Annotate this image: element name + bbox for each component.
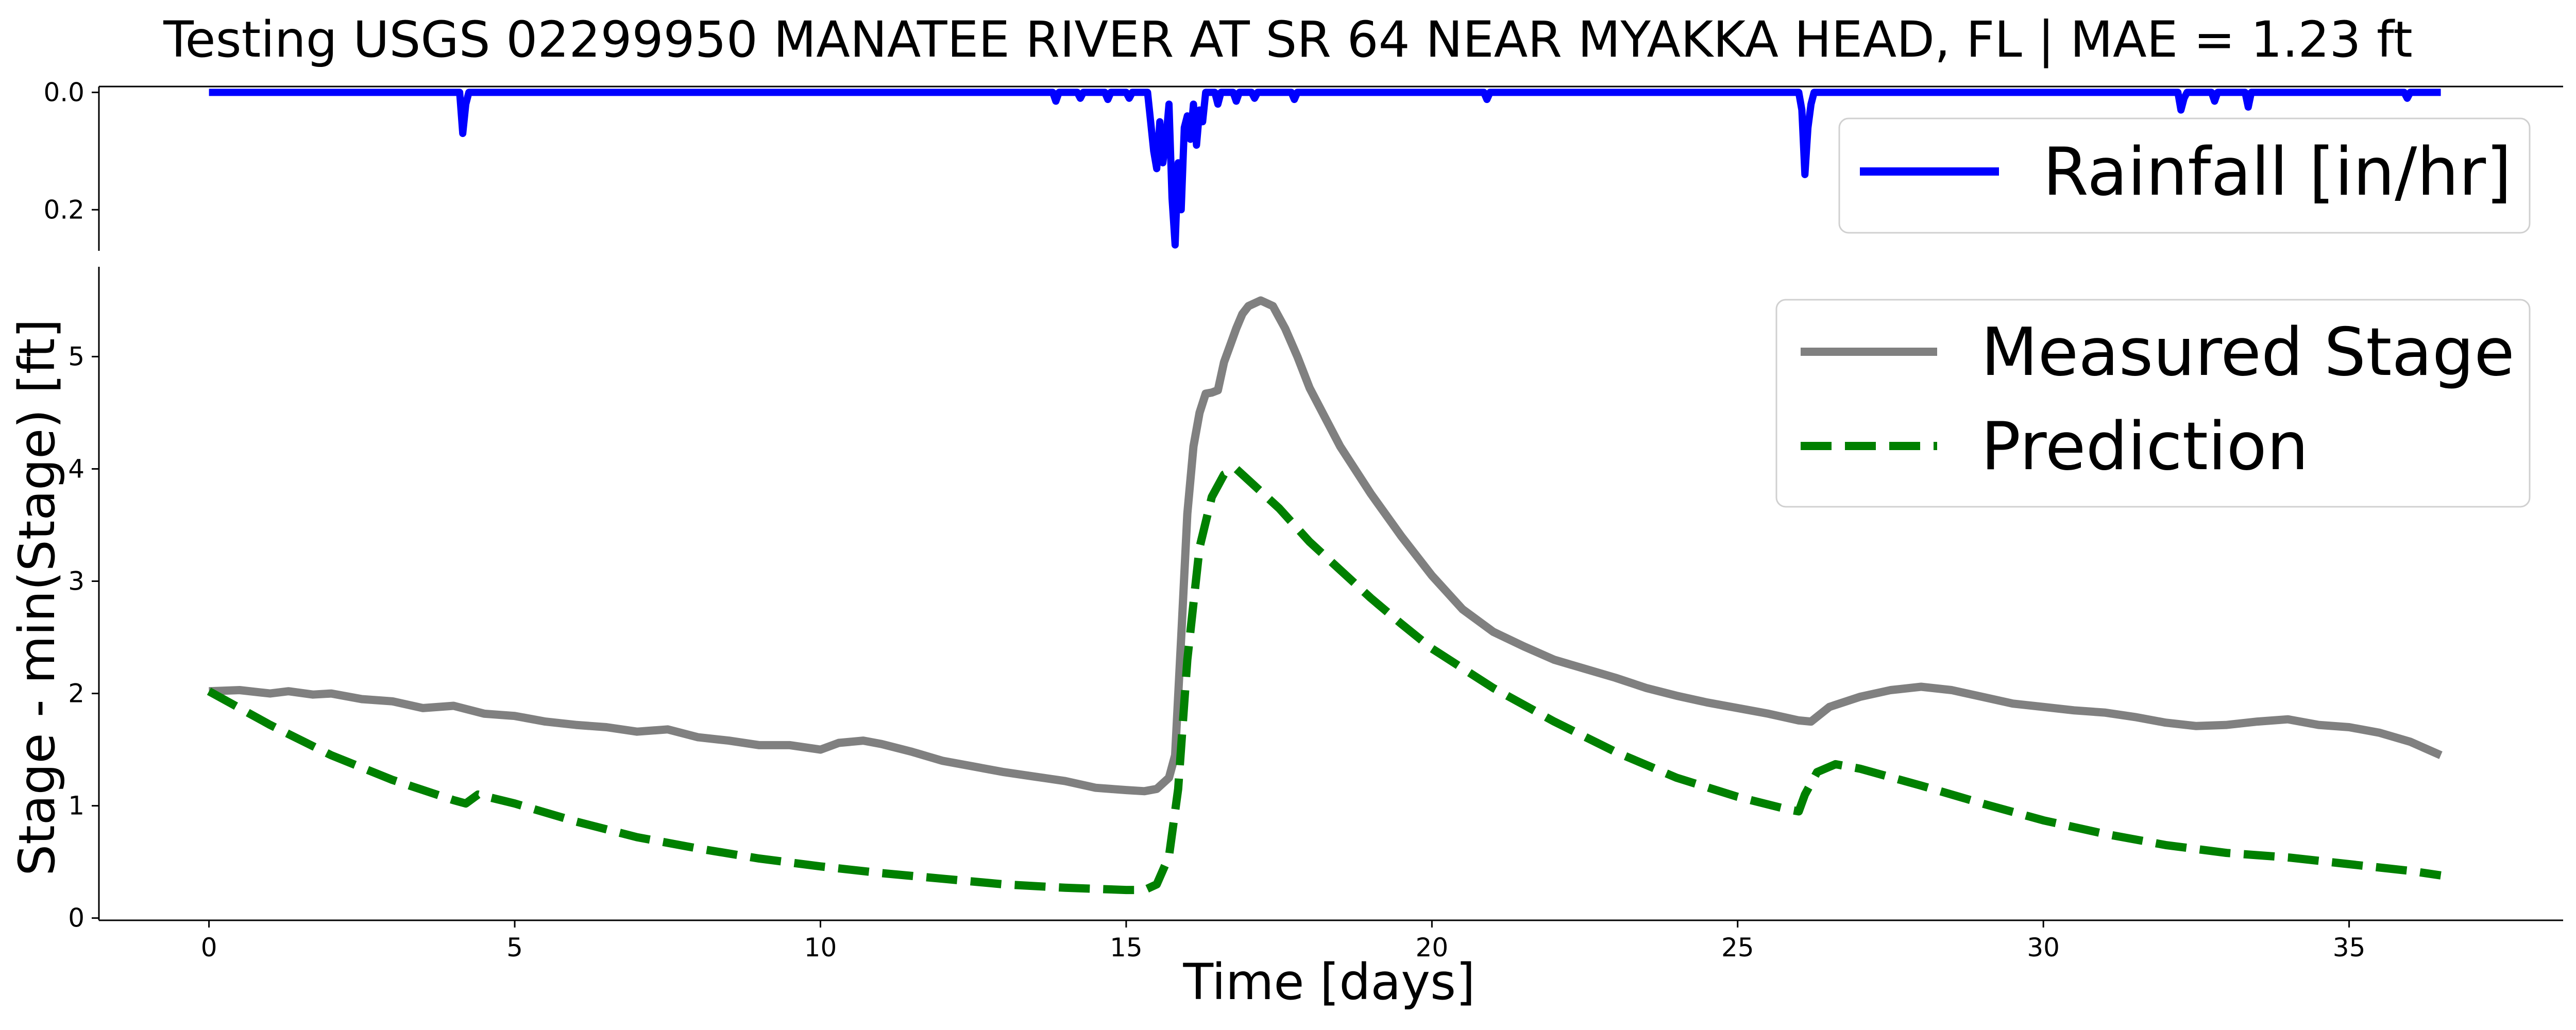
stage-panel: 0 5 10 15 20 25 30 35 0 1 2 3 4 5 Time [days] Stage … bbox=[8, 267, 2563, 1011]
x-tick-label: 25 bbox=[1721, 933, 1754, 963]
rainfall-y-ticks: 0.0 0.2 bbox=[43, 77, 99, 225]
x-tick-label: 0 bbox=[201, 933, 217, 963]
x-tick-label: 20 bbox=[1416, 933, 1449, 963]
rainfall-line bbox=[209, 89, 2441, 249]
stage-legend-box bbox=[1775, 299, 2531, 508]
x-tick-label: 10 bbox=[804, 933, 837, 963]
y-tick-label: 5 bbox=[68, 341, 84, 371]
x-tick-label: 35 bbox=[2333, 933, 2366, 963]
rainfall-legend-label: Rainfall [in/hr] bbox=[2043, 134, 2512, 211]
y-tick-label: 3 bbox=[68, 566, 84, 596]
prediction-legend-label: Prediction bbox=[1981, 408, 2309, 485]
stage-y-ticks: 0 1 2 3 4 5 bbox=[68, 341, 99, 933]
y-axis-label: Stage - min(Stage) [ft] bbox=[8, 319, 66, 876]
rainfall-panel: 0.0 0.2 Rainfall [in/hr] bbox=[43, 77, 2563, 251]
x-tick-label: 15 bbox=[1110, 933, 1143, 963]
rainfall-y-tick-label: 0.2 bbox=[43, 195, 84, 225]
rainfall-y-tick-label: 0.0 bbox=[43, 77, 84, 107]
stage-series bbox=[207, 296, 2443, 895]
stage-x-ticks: 0 5 10 15 20 25 30 35 bbox=[201, 920, 2366, 963]
measured-stage-line bbox=[209, 296, 2443, 796]
rainfall-legend-box bbox=[1838, 117, 2531, 234]
y-tick-label: 0 bbox=[68, 903, 84, 933]
x-tick-label: 30 bbox=[2027, 933, 2060, 963]
prediction-line bbox=[207, 465, 2442, 895]
y-tick-label: 4 bbox=[68, 454, 84, 484]
y-tick-label: 1 bbox=[68, 791, 84, 821]
rainfall-legend: Rainfall [in/hr] bbox=[1838, 117, 2531, 234]
rainfall-series bbox=[209, 89, 2441, 249]
x-axis-label: Time [days] bbox=[1183, 953, 1476, 1011]
stage-legend: Measured Stage Prediction bbox=[1775, 299, 2531, 508]
measured-legend-label: Measured Stage bbox=[1981, 314, 2515, 391]
y-tick-label: 2 bbox=[68, 679, 84, 709]
x-tick-label: 5 bbox=[506, 933, 523, 963]
chart-title: Testing USGS 02299950 MANATEE RIVER AT S… bbox=[163, 11, 2413, 69]
